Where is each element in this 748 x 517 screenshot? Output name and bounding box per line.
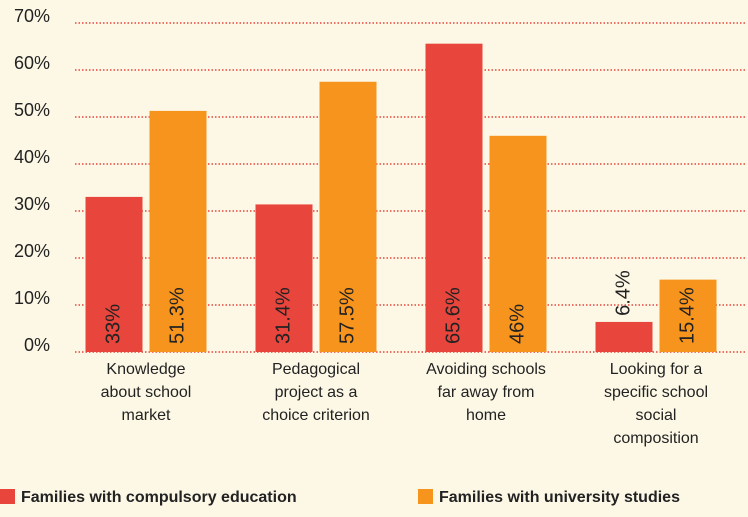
y-tick-label: 50% xyxy=(14,100,50,120)
legend-label: Families with university studies xyxy=(439,489,680,506)
legend-swatch xyxy=(0,489,15,504)
bar xyxy=(659,279,717,352)
bar xyxy=(595,321,653,352)
value-label: 31.4% xyxy=(272,287,294,344)
value-label: 46% xyxy=(506,304,528,344)
bar xyxy=(319,81,377,352)
y-tick-label: 20% xyxy=(14,241,50,261)
legend-item: Families with university studies xyxy=(418,489,680,507)
legend-label: Families with compulsory education xyxy=(21,489,297,506)
legend-swatch xyxy=(418,489,433,504)
value-label: 33% xyxy=(102,304,124,344)
y-tick-label: 60% xyxy=(14,53,50,73)
value-label: 65.6% xyxy=(442,287,464,344)
y-tick-label: 30% xyxy=(14,194,50,214)
y-tick-label: 10% xyxy=(14,288,50,308)
x-tick-label: Looking for a specific school social com… xyxy=(603,361,709,447)
y-tick-label: 70% xyxy=(14,6,50,26)
y-tick-label: 0% xyxy=(24,335,50,355)
x-tick-label: Knowledge about school market xyxy=(100,361,192,424)
x-tick-label: Pedagogical project as a choice criterio… xyxy=(262,361,370,424)
bar xyxy=(489,135,547,352)
value-label: 15.4% xyxy=(676,287,698,344)
bar xyxy=(255,204,313,352)
bar xyxy=(85,196,143,352)
y-tick-label: 40% xyxy=(14,147,50,167)
value-label: 51.3% xyxy=(166,287,188,344)
bar xyxy=(149,110,207,352)
x-tick-label: Avoiding schools far away from home xyxy=(426,361,546,424)
legend-item: Families with compulsory education xyxy=(0,489,297,507)
value-label: 6.4% xyxy=(612,270,634,316)
value-label: 57.5% xyxy=(336,287,358,344)
bar xyxy=(425,43,483,353)
